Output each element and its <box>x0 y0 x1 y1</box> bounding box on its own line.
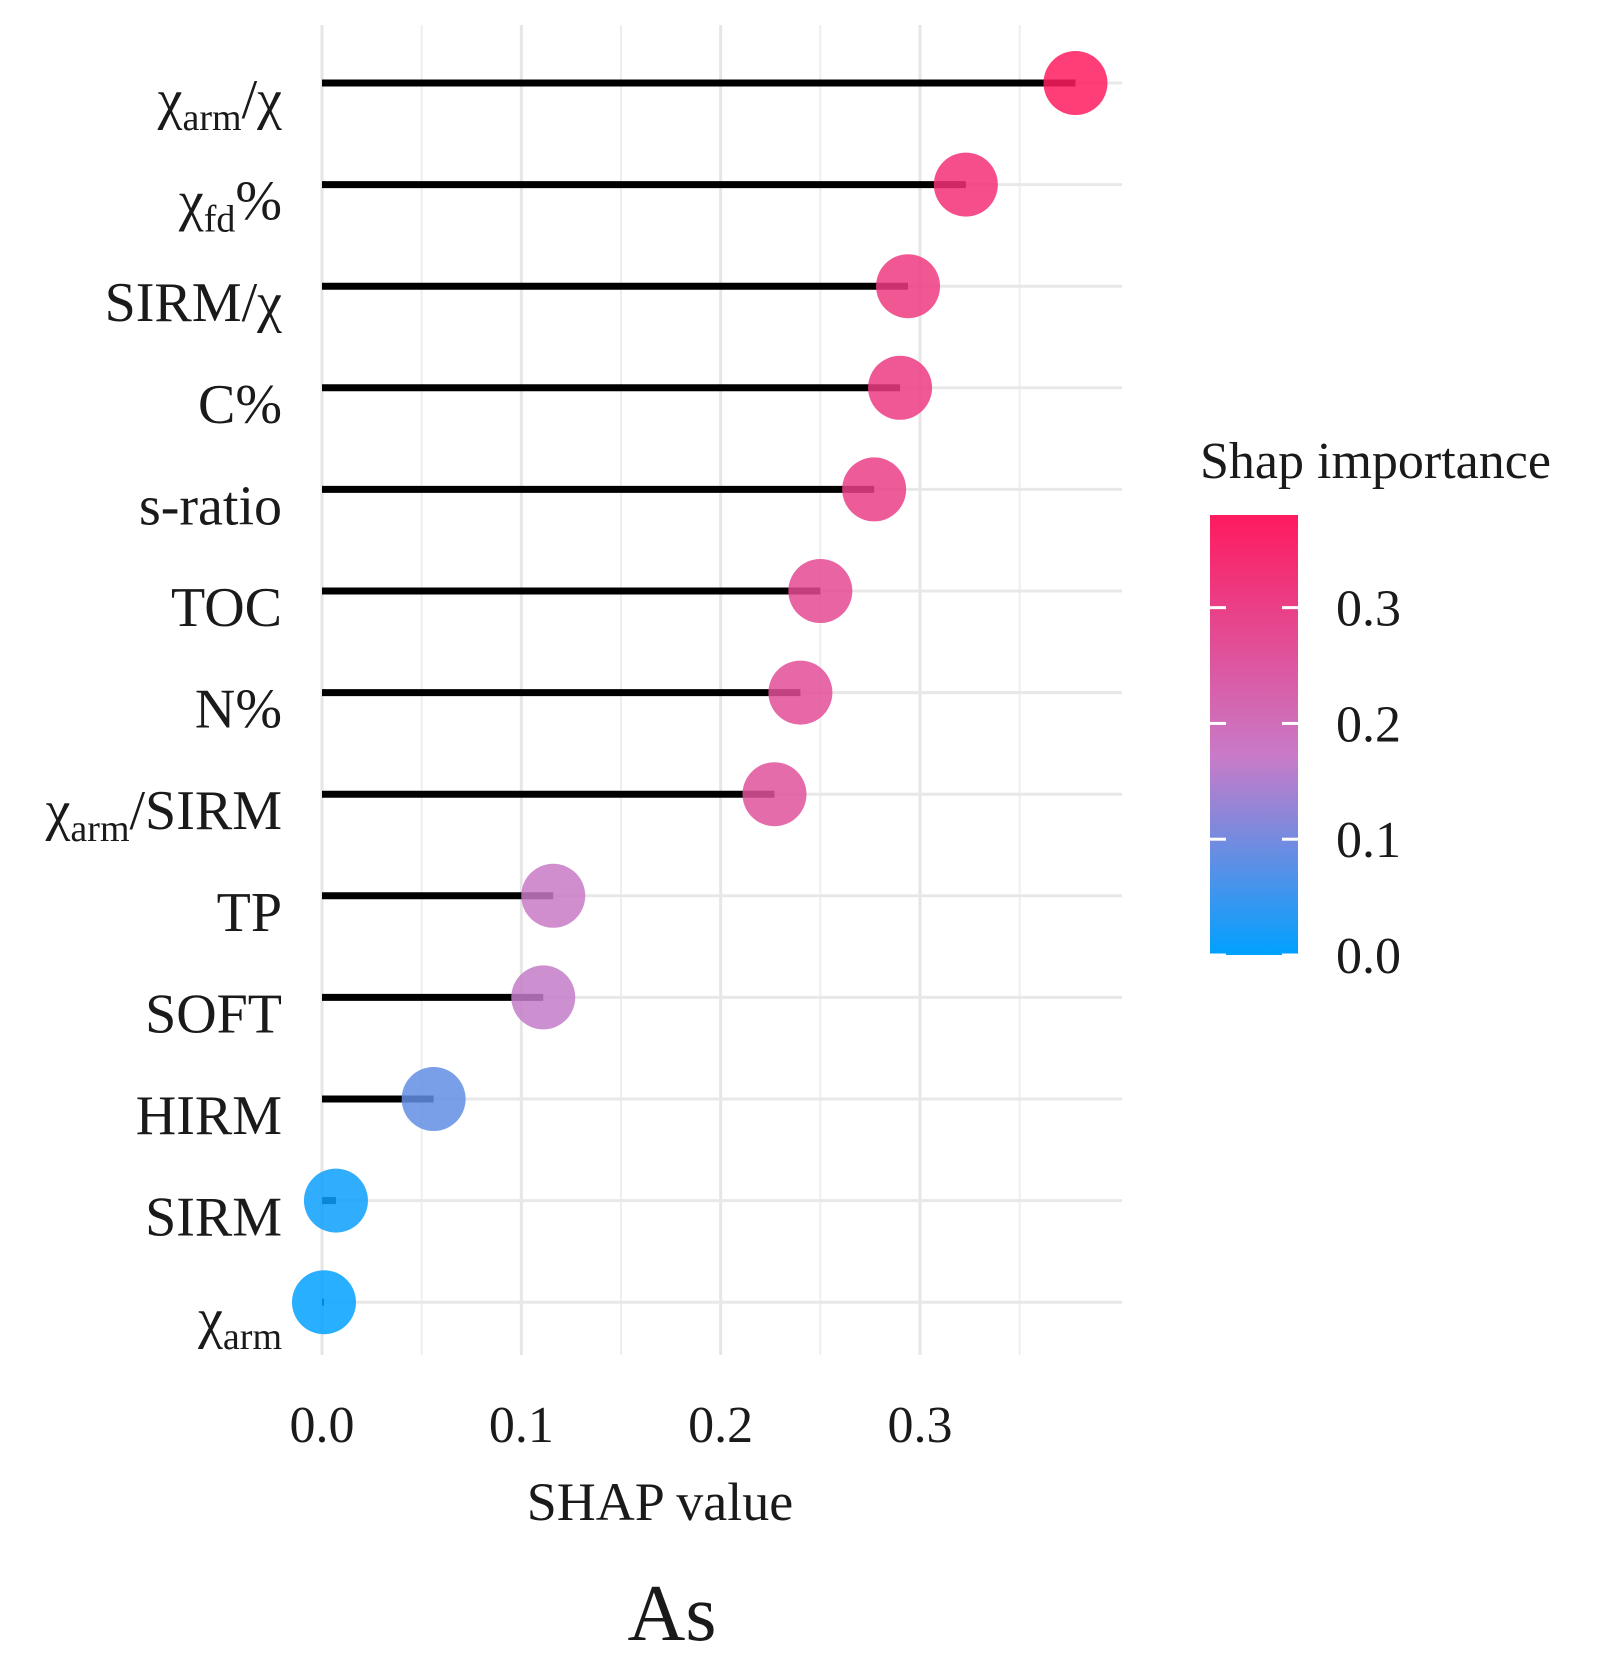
x-axis-tick-label: 0.0 <box>290 1397 355 1454</box>
lollipop-points <box>291 51 1108 1335</box>
x-axis-tick-label: 0.3 <box>888 1397 953 1454</box>
y-axis-tick-label: SIRM <box>145 1187 282 1249</box>
lollipop-point <box>868 355 933 420</box>
x-axis-ticks: 0.0 0.1 0.2 0.3 <box>290 1397 953 1454</box>
y-axis-tick-label: s-ratio <box>139 475 282 537</box>
lollipop-point <box>401 1067 466 1131</box>
lollipop-point <box>768 660 833 725</box>
color-legend: Shap importance 0.0 0.1 0.2 0.3 <box>1200 433 1551 985</box>
lollipop-point <box>1043 51 1108 115</box>
lollipop-point <box>788 559 853 623</box>
y-axis-tick-label: SIRM/χ <box>105 272 282 334</box>
lollipop-point <box>303 1168 368 1233</box>
y-axis-tick-label: N% <box>195 679 282 741</box>
lollipop-stems <box>322 79 1076 1306</box>
y-axis-tick-label: SOFT <box>145 983 282 1045</box>
x-axis-tick-label: 0.2 <box>688 1397 753 1454</box>
lollipop-point <box>842 457 907 522</box>
color-bar-tick-label: 0.2 <box>1336 696 1401 753</box>
y-axis-tick-label: χarm/SIRM <box>45 780 282 850</box>
lollipop-point <box>291 1270 356 1335</box>
legend-title: Shap importance <box>1200 433 1551 490</box>
lollipop-point <box>521 863 586 928</box>
color-bar-tick-label: 0.3 <box>1336 581 1401 638</box>
x-axis-label: SHAP value <box>527 1472 794 1532</box>
y-axis-tick-label: TP <box>217 882 282 944</box>
color-bar-tick-label: 0.1 <box>1336 812 1401 869</box>
chart-title: As <box>628 1570 717 1658</box>
y-axis-tick-label: χarm/χ <box>157 69 282 139</box>
lollipop-point <box>511 965 576 1030</box>
lollipop-point <box>933 152 998 217</box>
y-axis-tick-label: TOC <box>171 577 282 639</box>
y-axis-labels: χarm/χ χfd% SIRM/χ C% s-ratio TOC N% χarm/SIRM T… <box>45 69 283 1358</box>
x-axis-tick-label: 0.1 <box>489 1397 554 1454</box>
color-bar <box>1210 515 1298 955</box>
y-axis-tick-label: χfd% <box>178 171 282 241</box>
y-axis-tick-label: HIRM <box>136 1085 282 1147</box>
lollipop-point <box>876 254 941 319</box>
color-bar-ticks: 0.0 0.1 0.2 0.3 <box>1210 581 1401 985</box>
lollipop-point <box>742 762 807 827</box>
y-axis-tick-label: χarm <box>197 1288 282 1358</box>
color-bar-tick-label: 0.0 <box>1336 928 1401 985</box>
y-axis-tick-label: C% <box>198 374 282 436</box>
